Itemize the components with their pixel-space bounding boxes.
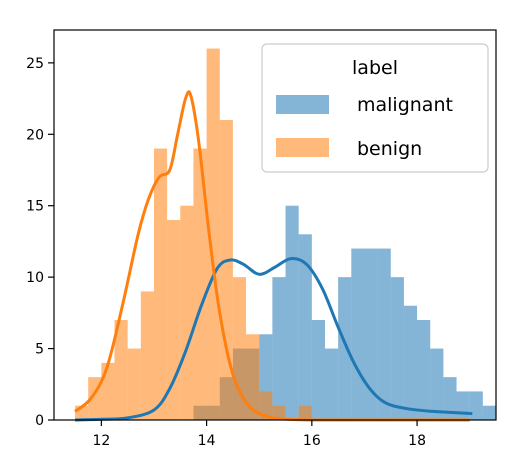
bar-malignant-20 <box>338 277 352 420</box>
y-tick-label-0: 0 <box>35 413 44 429</box>
y-tick-label-15: 15 <box>26 199 44 215</box>
bar-benign-9 <box>193 148 207 421</box>
x-tick-label-14: 14 <box>198 433 216 449</box>
y-tick-label-10: 10 <box>26 270 44 286</box>
legend-swatch-malignant <box>276 95 329 114</box>
bar-benign-4 <box>127 348 141 420</box>
bar-malignant-16 <box>285 205 299 420</box>
legend: label malignant benign <box>261 43 489 173</box>
bar-malignant-23 <box>377 248 391 420</box>
plot-frame <box>53 29 497 421</box>
bar-benign-10 <box>206 48 220 420</box>
y-tick-label-20: 20 <box>26 127 44 143</box>
legend-label-benign: benign <box>357 138 422 160</box>
kde-line-malignant <box>75 256 473 422</box>
legend-label-malignant: malignant <box>357 94 453 116</box>
bar-malignant-28 <box>443 377 457 420</box>
bar-malignant-21 <box>351 248 365 420</box>
bar-malignant-30 <box>469 391 483 420</box>
bar-benign-8 <box>180 205 194 420</box>
bar-malignant-31 <box>482 405 496 420</box>
legend-swatch-benign <box>276 138 329 157</box>
x-tick-label-16: 16 <box>303 433 321 449</box>
kde-line-benign <box>74 90 470 422</box>
bar-malignant-19 <box>324 348 339 420</box>
bar-malignant-29 <box>456 391 470 420</box>
bar-benign-17 <box>298 405 312 420</box>
legend-title: label <box>352 57 398 79</box>
x-tick-label-18: 18 <box>408 433 426 449</box>
bar-malignant-18 <box>311 320 325 420</box>
y-tick-label-25: 25 <box>26 56 44 72</box>
bar-benign-15 <box>272 405 286 420</box>
bar-malignant-25 <box>403 305 418 420</box>
axis-layer: 12 14 16 18 0 5 10 15 20 25 <box>26 56 426 449</box>
bar-malignant-22 <box>364 248 378 420</box>
bar-benign-11 <box>219 120 233 420</box>
bar-malignant-27 <box>430 348 444 420</box>
bar-benign-3 <box>114 320 128 420</box>
bar-malignant-15 <box>272 277 286 420</box>
bar-malignant-17 <box>298 234 312 420</box>
bar-benign-13 <box>246 334 260 420</box>
bar-benign-5 <box>140 291 154 420</box>
y-tick-label-5: 5 <box>35 342 44 358</box>
bar-benign-6 <box>153 148 168 421</box>
bar-malignant-26 <box>417 320 431 420</box>
bar-benign-14 <box>259 391 273 420</box>
x-tick-label-12: 12 <box>92 433 110 449</box>
bar-benign-2 <box>101 362 115 420</box>
bar-malignant-24 <box>390 277 404 420</box>
kde-layer <box>74 90 473 422</box>
